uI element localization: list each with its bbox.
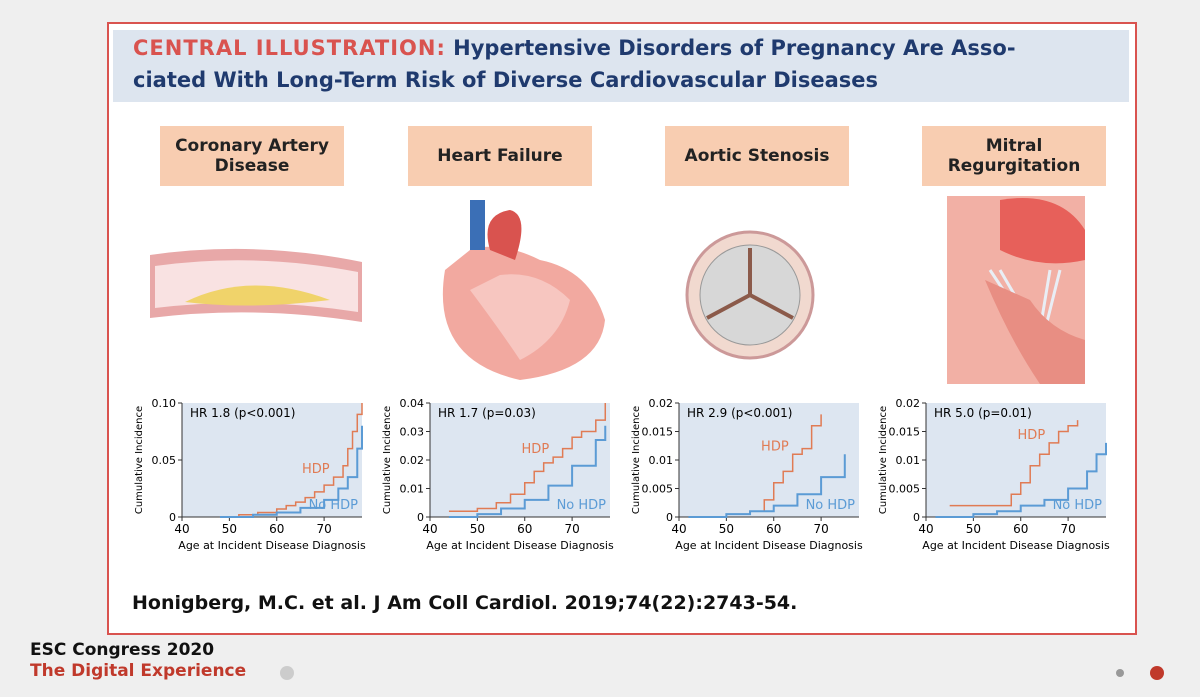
x-tick-label: 70 <box>564 522 579 536</box>
y-axis-label: Cumulative Incidence <box>134 406 145 514</box>
series-line <box>949 420 1079 507</box>
header-title: Hypertensive Disorders of Pregnancy Are … <box>453 36 1016 60</box>
y-axis-label: Cumulative Incidence <box>878 406 889 514</box>
header-line: CENTRAL ILLUSTRATION: Hypertensive Disor… <box>133 36 1016 60</box>
y-tick-label: 0.015 <box>889 426 921 439</box>
x-tick-label: 70 <box>813 522 828 536</box>
series-line <box>448 425 607 518</box>
footer-title: ESC Congress 2020 <box>30 640 215 660</box>
x-tick-label: 50 <box>222 522 237 536</box>
footer-subtitle: The Digital Experience <box>30 661 247 681</box>
header: CENTRAL ILLUSTRATION: Hypertensive Disor… <box>113 30 1129 102</box>
chart: 0 0.01 0.02 0.03 0.04 40 50 60 70 Age at Incident… <box>382 397 614 552</box>
x-tick-label: 60 <box>269 522 284 536</box>
y-tick-label: 0.04 <box>400 397 425 410</box>
x-axis-label: Age at Incident Disease Diagnosis <box>426 539 614 552</box>
series-label: HDP <box>1018 428 1046 443</box>
plot-area <box>926 403 1106 517</box>
series-label: HDP <box>522 442 550 457</box>
chart: 0 0.05 0.10 40 50 60 70 Age at Incident Disease… <box>134 397 366 552</box>
panel-title: Aortic Stenosis <box>665 126 849 186</box>
chart: 0 0.005 0.01 0.015 0.02 40 50 60 70 Age at Incide… <box>631 397 863 552</box>
x-axis-label: Age at Incident Disease Diagnosis <box>922 539 1110 552</box>
x-tick-label: 40 <box>918 522 933 536</box>
series-label: No HDP <box>1053 498 1103 513</box>
annotation: HR 1.8 (p<0.001) <box>190 406 295 420</box>
series-line <box>219 425 363 518</box>
x-tick-label: 60 <box>517 522 532 536</box>
artery-icon <box>150 248 362 322</box>
x-tick-label: 50 <box>719 522 734 536</box>
x-tick-label: 40 <box>671 522 686 536</box>
plot-area <box>182 403 362 517</box>
series-line <box>750 414 822 513</box>
annotation: HR 5.0 (p=0.01) <box>934 406 1032 420</box>
panel-title: Mitral Regurgitation <box>922 126 1106 186</box>
mitral-icon <box>947 196 1085 384</box>
chart: 0 0.005 0.01 0.015 0.02 40 50 60 70 Age at Incide… <box>878 397 1110 552</box>
y-tick-label: 0.02 <box>649 397 674 410</box>
x-tick-label: 40 <box>174 522 189 536</box>
heart-icon <box>442 200 605 380</box>
x-tick-label: 70 <box>316 522 331 536</box>
y-tick-label: 0.005 <box>889 483 921 496</box>
x-tick-label: 40 <box>422 522 437 536</box>
panel-title: Coronary Artery Disease <box>160 126 344 186</box>
annotation: HR 1.7 (p=0.03) <box>438 406 536 420</box>
series-line <box>935 442 1107 518</box>
series-label: HDP <box>761 439 789 454</box>
plot-area <box>679 403 859 517</box>
header-title: ciated With Long-Term Risk of Diverse Ca… <box>133 68 879 92</box>
series-line <box>688 454 846 518</box>
series-label: HDP <box>302 462 330 477</box>
y-tick-label: 0.05 <box>152 454 177 467</box>
y-tick-label: 0.01 <box>649 454 674 467</box>
y-tick-label: 0 <box>417 511 424 524</box>
panel-title: Heart Failure <box>408 126 592 186</box>
y-tick-label: 0.10 <box>152 397 177 410</box>
x-tick-label: 60 <box>1013 522 1028 536</box>
plot-area <box>430 403 610 517</box>
y-axis-label: Cumulative Incidence <box>631 406 642 514</box>
y-tick-label: 0.005 <box>642 483 674 496</box>
y-tick-label: 0.02 <box>896 397 921 410</box>
citation: Honigberg, M.C. et al. J Am Coll Cardiol… <box>132 592 798 614</box>
x-tick-label: 50 <box>966 522 981 536</box>
x-tick-label: 60 <box>766 522 781 536</box>
series-label: No HDP <box>557 498 607 513</box>
x-tick-label: 70 <box>1060 522 1075 536</box>
y-tick-label: 0.01 <box>896 454 921 467</box>
x-tick-label: 50 <box>470 522 485 536</box>
header-label: CENTRAL ILLUSTRATION: <box>133 36 446 60</box>
series-line <box>448 403 607 513</box>
y-tick-label: 0 <box>913 511 920 524</box>
y-tick-label: 0.02 <box>400 454 425 467</box>
x-axis-label: Age at Incident Disease Diagnosis <box>178 539 366 552</box>
series-label: No HDP <box>309 498 359 513</box>
y-tick-label: 0 <box>169 511 176 524</box>
y-tick-label: 0.015 <box>642 426 674 439</box>
series-label: No HDP <box>806 498 856 513</box>
valve-icon <box>685 230 815 360</box>
x-axis-label: Age at Incident Disease Diagnosis <box>675 539 863 552</box>
y-tick-label: 0.01 <box>400 483 425 496</box>
series-line <box>219 403 363 518</box>
annotation: HR 2.9 (p<0.001) <box>687 406 792 420</box>
y-axis-label: Cumulative Incidence <box>382 406 393 514</box>
y-tick-label: 0.03 <box>400 426 425 439</box>
y-tick-label: 0 <box>666 511 673 524</box>
